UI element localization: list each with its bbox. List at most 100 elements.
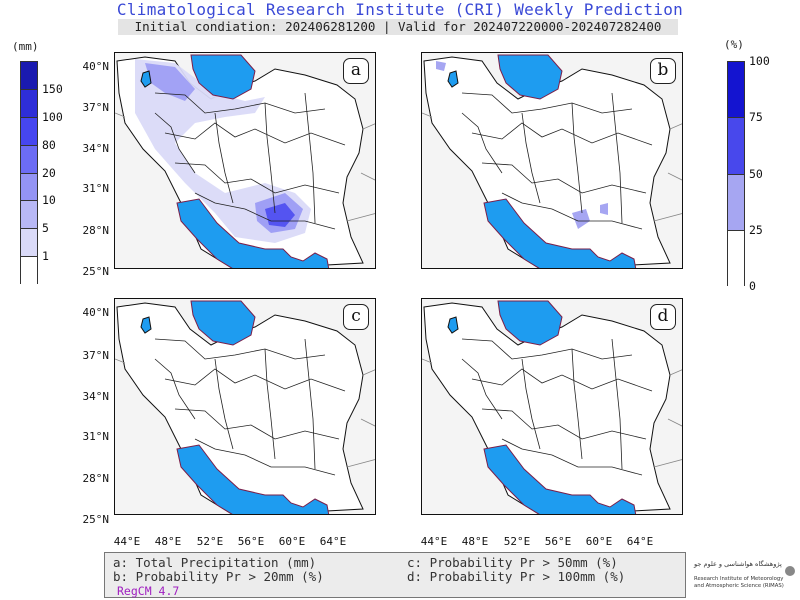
lon-tick-label: 48°E — [461, 535, 489, 548]
caspian-sea — [497, 300, 563, 346]
caspian-sea — [190, 54, 256, 100]
province-boundary — [174, 162, 340, 194]
province-boundary — [571, 348, 583, 460]
province-boundary — [471, 368, 653, 392]
colorbar-label: 150 — [42, 81, 63, 96]
lake-urmia — [140, 316, 152, 334]
neighbour-border — [362, 369, 375, 376]
legend-c: c: Probability Pr > 50mm (%) — [407, 555, 618, 570]
panel-letter-d: d — [650, 304, 676, 330]
lon-tick-label: 44°E — [113, 535, 141, 548]
panel-letter-a: a — [343, 58, 369, 84]
logo-seal-icon — [785, 566, 795, 576]
lon-tick-label: 64°E — [319, 535, 347, 548]
province-boundary — [521, 358, 541, 450]
province-boundary — [264, 102, 276, 214]
lon-tick-label: 52°E — [196, 535, 224, 548]
precip-area-10mm — [145, 63, 195, 101]
lat-tick-label: 28°N — [82, 224, 110, 237]
neighbour-border — [667, 172, 682, 181]
prob-unit: (%) — [724, 38, 744, 51]
map-d — [422, 299, 682, 514]
colorbar-swatch — [21, 257, 37, 285]
persian-gulf — [176, 198, 330, 268]
province-boundary — [611, 338, 623, 470]
lat-tick-label: 28°N — [82, 472, 110, 485]
province-boundary — [214, 112, 234, 204]
prob-area-25 — [436, 61, 446, 71]
lon-tick-label: 60°E — [278, 535, 306, 548]
map-panel-b: b — [421, 52, 683, 269]
province-boundary — [461, 358, 503, 420]
map-b — [422, 53, 682, 268]
colorbar-swatch — [21, 201, 37, 230]
map-a — [115, 53, 375, 268]
province-boundary — [164, 368, 346, 392]
colorbar-swatch — [21, 117, 37, 146]
province-boundary — [481, 162, 647, 194]
colorbar-label: 10 — [42, 193, 56, 208]
lat-tick-label: 40°N — [82, 306, 110, 319]
colorbar-swatch — [728, 118, 744, 175]
colorbar-label: 20 — [42, 165, 56, 180]
lat-tick-label: 25°N — [82, 265, 110, 278]
province-boundary — [521, 112, 541, 204]
lat-tick-label: 40°N — [82, 60, 110, 73]
prob-area-25 — [572, 209, 590, 229]
lat-tick-label: 25°N — [82, 513, 110, 526]
province-boundary — [214, 358, 234, 450]
legend-a: a: Total Precipitation (mm) — [113, 555, 317, 570]
caspian-sea — [190, 300, 256, 346]
province-boundary — [481, 408, 647, 440]
neighbour-border — [360, 418, 375, 427]
province-boundary — [264, 348, 276, 460]
province-boundary — [304, 92, 316, 224]
map-panel-a: a — [114, 52, 376, 269]
logo-persian-text: پژوهشگاه هواشناسی و علوم جو — [694, 560, 782, 568]
lon-tick-label: 52°E — [503, 535, 531, 548]
prob-colorbar — [727, 61, 745, 287]
colorbar-label: 1 — [42, 249, 49, 264]
neighbour-border — [346, 213, 375, 222]
province-boundary — [571, 102, 583, 214]
neighbour-border — [669, 369, 682, 376]
panel-letter-c: c — [343, 304, 369, 330]
province-boundary — [194, 192, 336, 230]
neighbour-border — [653, 459, 682, 468]
neighbour-border — [115, 358, 126, 364]
province-boundary — [471, 122, 653, 146]
colorbar-swatch — [21, 173, 37, 202]
colorbar-label: 100 — [42, 109, 63, 124]
neighbour-border — [362, 123, 375, 130]
prob-area-25 — [600, 203, 608, 215]
province-boundary — [461, 112, 503, 174]
colorbar-swatch — [21, 89, 37, 118]
persian-gulf — [483, 444, 637, 514]
lon-tick-label: 44°E — [420, 535, 448, 548]
neighbour-border — [669, 123, 682, 130]
precip-colorbar — [20, 61, 38, 285]
country-outline — [116, 302, 364, 514]
province-boundary — [164, 122, 346, 146]
lat-tick-label: 31°N — [82, 182, 110, 195]
neighbour-border — [360, 172, 375, 181]
panel-letter-b: b — [650, 58, 676, 84]
province-boundary — [154, 358, 196, 420]
province-boundary — [154, 338, 326, 360]
lat-tick-label: 34°N — [82, 142, 110, 155]
lat-tick-label: 37°N — [82, 101, 110, 114]
persian-gulf — [483, 198, 637, 268]
neighbour-border — [653, 213, 682, 222]
precip-unit: (mm) — [12, 40, 39, 53]
colorbar-swatch — [728, 174, 744, 231]
model-name: RegCM 4.7 — [117, 584, 180, 598]
lake-urmia — [447, 316, 459, 334]
province-boundary — [461, 338, 633, 360]
lon-tick-label: 48°E — [154, 535, 182, 548]
province-boundary — [154, 92, 326, 114]
province-boundary — [154, 112, 196, 174]
province-boundary — [174, 408, 340, 440]
colorbar-label: 80 — [42, 137, 56, 152]
neighbour-border — [667, 418, 682, 427]
lake-urmia — [140, 70, 152, 88]
